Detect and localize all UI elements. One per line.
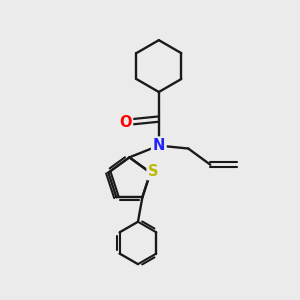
Text: S: S (148, 164, 159, 178)
Text: O: O (119, 115, 131, 130)
Text: N: N (153, 138, 165, 153)
